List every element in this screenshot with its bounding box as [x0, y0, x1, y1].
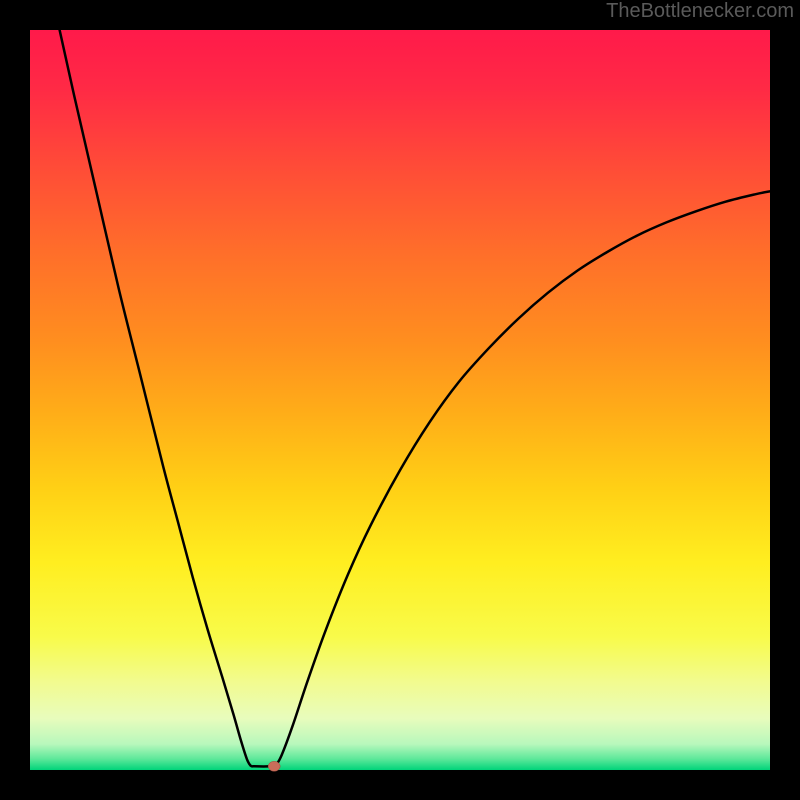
- optimal-point-marker: [268, 761, 280, 771]
- chart-background-gradient: [30, 30, 770, 770]
- chart-wrapper: TheBottlenecker.com: [0, 0, 800, 800]
- bottleneck-curve-chart: [0, 0, 800, 800]
